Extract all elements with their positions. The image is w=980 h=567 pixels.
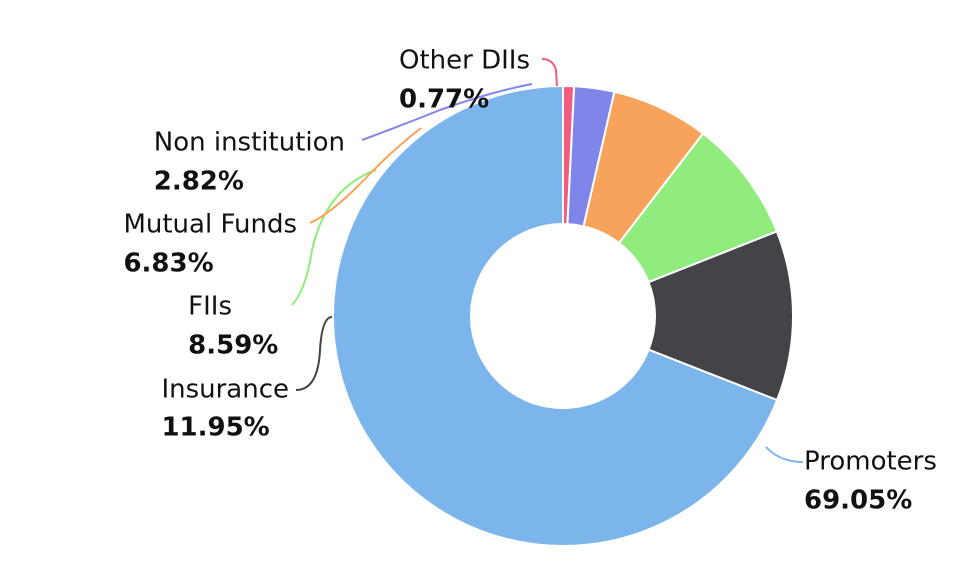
- label-name-insurance: Insurance: [161, 375, 289, 405]
- connector-mutual-funds: [309, 127, 422, 224]
- label-value-fiis: 8.59%: [188, 331, 278, 361]
- slice-insurance[interactable]: [647, 230, 794, 402]
- label-value-mutual-funds: 6.83%: [123, 249, 213, 279]
- connector-group: [291, 58, 804, 463]
- label-name-fiis: FIIs: [188, 292, 232, 322]
- label-name-other-diis: Other DIIs: [399, 46, 530, 76]
- slice-group: [332, 84, 794, 547]
- label-value-other-diis: 0.77%: [399, 85, 489, 115]
- connector-non-institution: [361, 83, 533, 141]
- label-name-promoters: Promoters: [804, 447, 937, 477]
- label-group: Promoters 69.05% Insurance 11.95% FIIs 8.59% M…: [123, 46, 936, 516]
- connector-fiis: [291, 169, 377, 306]
- label-name-non-institution: Non institution: [154, 128, 345, 158]
- connector-promoters: [765, 446, 804, 463]
- slice-promoters[interactable]: [332, 84, 779, 547]
- connector-other-diis: [541, 58, 558, 87]
- label-value-non-institution: 2.82%: [154, 167, 244, 197]
- connector-insurance: [295, 316, 333, 391]
- label-name-mutual-funds: Mutual Funds: [123, 210, 297, 240]
- label-value-promoters: 69.05%: [804, 486, 912, 516]
- label-value-insurance: 11.95%: [161, 413, 269, 443]
